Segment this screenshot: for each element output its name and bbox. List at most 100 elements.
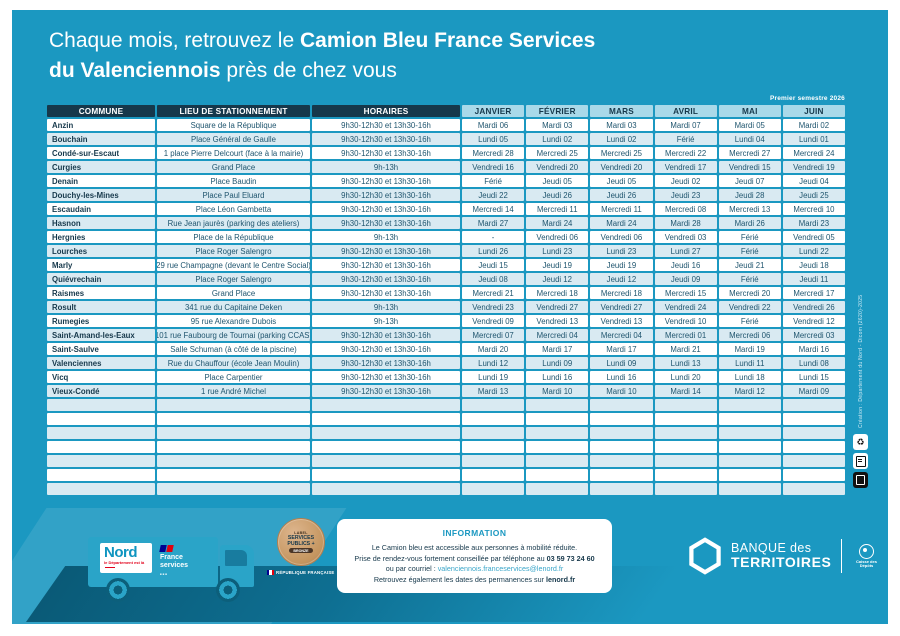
date-cell: Mardi 02 <box>782 119 845 131</box>
date-cell: Lundi 09 <box>526 357 589 369</box>
header-mars: MARS <box>590 105 653 117</box>
date-cell: Lundi 05 <box>462 133 525 145</box>
date-cell: Mardi 10 <box>590 385 653 397</box>
empty-cell <box>312 413 460 425</box>
date-cell: Lundi 09 <box>590 357 653 369</box>
commune-cell: Lourches <box>47 245 155 257</box>
horaires-cell: 9h30-12h30 et 13h30-16h <box>312 259 460 271</box>
empty-cell <box>157 413 310 425</box>
date-cell: Mercredi 11 <box>590 203 653 215</box>
date-cell: Mercredi 03 <box>782 329 845 341</box>
horaires-cell: 9h30-12h30 et 13h30-16h <box>312 385 460 397</box>
date-cell: Mardi 03 <box>526 119 589 131</box>
empty-cell <box>462 427 525 439</box>
date-cell: Mercredi 11 <box>526 203 589 215</box>
logo-divider <box>841 539 843 573</box>
information-box: INFORMATION Le Camion bleu est accessibl… <box>337 519 612 593</box>
date-cell: Mercredi 10 <box>782 203 845 215</box>
empty-cell <box>590 399 653 411</box>
commune-cell: Raismes <box>47 287 155 299</box>
empty-cell <box>590 469 653 481</box>
empty-cell <box>654 399 717 411</box>
date-cell: Mardi 28 <box>654 217 717 229</box>
date-cell: Mercredi 13 <box>718 203 781 215</box>
date-cell: Jeudi 22 <box>462 189 525 201</box>
date-cell: Vendredi 09 <box>462 315 525 327</box>
website-name: lenord.fr <box>546 574 576 584</box>
date-cell: Jeudi 25 <box>782 189 845 201</box>
date-cell: Vendredi 10 <box>654 315 717 327</box>
date-cell: Jeudi 08 <box>462 273 525 285</box>
commune-cell: Denain <box>47 175 155 187</box>
header-fevrier: FÉVRIER <box>526 105 589 117</box>
date-cell: Mardi 07 <box>654 119 717 131</box>
date-cell: Mardi 12 <box>718 385 781 397</box>
date-cell: Férié <box>654 133 717 145</box>
date-cell: Vendredi 20 <box>590 161 653 173</box>
print-icon <box>853 453 868 469</box>
label-services-publics-badge: LABEL SERVICES PUBLICS + BRONZE <box>277 518 325 566</box>
empty-cell <box>157 455 310 467</box>
empty-cell <box>590 427 653 439</box>
lieu-cell: Place Carpentier <box>157 371 310 383</box>
lieu-cell: Grand Place <box>157 287 310 299</box>
info-line-website: Retrouvez également les dates des perman… <box>373 574 576 584</box>
lieu-cell: Grand Place <box>157 161 310 173</box>
empty-cell <box>526 399 589 411</box>
lieu-cell: Square de la République <box>157 119 310 131</box>
email-link[interactable]: valenciennois.franceservices@lenord.fr <box>437 564 564 573</box>
lieu-cell: Place Général de Gaulle <box>157 133 310 145</box>
date-cell: Lundi 08 <box>782 357 845 369</box>
lieu-cell: Place Roger Salengro <box>157 273 310 285</box>
date-cell: Vendredi 23 <box>462 301 525 313</box>
horaires-cell: 9h30-12h30 et 13h30-16h <box>312 147 460 159</box>
date-cell: Jeudi 19 <box>590 259 653 271</box>
lieu-cell: Rue Jean jaurès (parking des ateliers) <box>157 217 310 229</box>
empty-cell <box>782 483 845 495</box>
hexagon-icon <box>689 537 721 575</box>
empty-cell <box>654 427 717 439</box>
credit-line: Création : Département du Nord - Dicom (… <box>858 294 864 428</box>
truck-wheel-icon <box>106 578 130 602</box>
date-cell: Mardi 27 <box>462 217 525 229</box>
empty-cell <box>462 483 525 495</box>
empty-cell <box>718 441 781 453</box>
date-cell: Mardi 13 <box>462 385 525 397</box>
header-janvier: JANVIER <box>462 105 525 117</box>
horaires-cell: 9h30-12h30 et 13h30-16h <box>312 329 460 341</box>
header-avril: AVRIL <box>654 105 717 117</box>
empty-cell <box>654 483 717 495</box>
lieu-cell: 95 rue Alexandre Dubois <box>157 315 310 327</box>
truck-window <box>225 550 247 566</box>
date-cell: Jeudi 05 <box>526 175 589 187</box>
commune-cell: Rosult <box>47 301 155 313</box>
information-title: INFORMATION <box>442 528 507 538</box>
date-cell: Mercredi 25 <box>526 147 589 159</box>
horaires-cell: 9h-13h <box>312 231 460 243</box>
date-cell: Jeudi 05 <box>590 175 653 187</box>
date-cell: Mercredi 25 <box>590 147 653 159</box>
date-cell: Lundi 23 <box>590 245 653 257</box>
horaires-cell: 9h30-12h30 et 13h30-16h <box>312 245 460 257</box>
date-cell: Lundi 12 <box>462 357 525 369</box>
date-cell: Mercredi 08 <box>654 203 717 215</box>
date-cell: Lundi 19 <box>462 371 525 383</box>
republique-francaise-mark: RÉPUBLIQUE FRANÇAISE <box>258 570 343 575</box>
empty-cell <box>590 455 653 467</box>
empty-cell <box>654 413 717 425</box>
header-commune: COMMUNE <box>47 105 155 117</box>
date-cell: Jeudi 15 <box>462 259 525 271</box>
empty-cell <box>526 483 589 495</box>
date-cell: Vendredi 24 <box>654 301 717 313</box>
date-cell: Vendredi 06 <box>590 231 653 243</box>
page-title: Chaque mois, retrouvez le Camion Bleu Fr… <box>49 26 595 86</box>
empty-cell <box>590 441 653 453</box>
empty-cell <box>782 413 845 425</box>
date-cell: Mardi 21 <box>654 343 717 355</box>
date-cell: Jeudi 18 <box>782 259 845 271</box>
date-cell: Jeudi 26 <box>590 189 653 201</box>
nord-logo-text: Nord <box>104 544 138 561</box>
empty-cell <box>526 413 589 425</box>
empty-cell <box>312 427 460 439</box>
commune-cell: Marly <box>47 259 155 271</box>
